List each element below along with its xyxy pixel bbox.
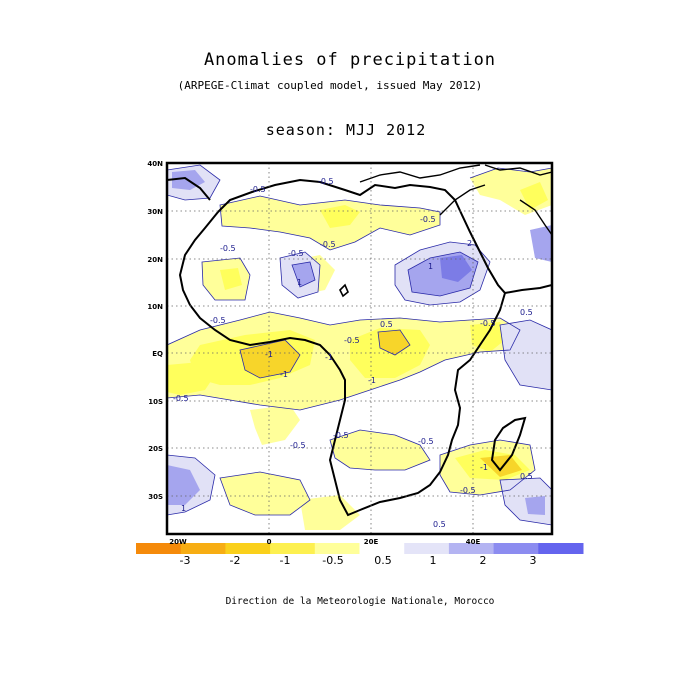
colorbar-swatch (180, 543, 226, 554)
colorbar-label: -1 (280, 554, 291, 567)
lon-label: 20W (169, 538, 187, 546)
colorbar-label: 1 (430, 554, 437, 567)
contour-label: -0.5 (420, 215, 436, 224)
lat-label: 40N (147, 160, 163, 168)
map-frame (165, 161, 554, 536)
lon-label: 20E (364, 538, 379, 546)
contour-label: -1 (325, 353, 333, 362)
graticule (167, 163, 552, 534)
colorbar-swatch (225, 543, 271, 554)
colorbar-swatch (448, 543, 495, 554)
colorbar (136, 543, 584, 554)
dry-anomaly-gulf-guinea-core (240, 340, 300, 378)
colorbar-label: 3 (530, 554, 537, 567)
lat-label: 10S (148, 398, 163, 406)
dry-anomaly-namibia (330, 430, 430, 470)
dry-anomaly-atlantic-west (167, 362, 215, 395)
latitude-labels: 40N 30N 20N 10N EQ 10S 20S 30S (147, 160, 163, 501)
contour-label: -0.5 (460, 486, 476, 495)
colorbar-label: 2 (480, 554, 487, 567)
credit-line: Direction de la Meteorologie Nationale, … (225, 596, 495, 607)
contour-label: -0.5 (250, 185, 266, 194)
dry-anomaly-east-med-inner (520, 182, 548, 210)
lat-label: 30N (147, 208, 163, 216)
lat-label: 20S (148, 445, 163, 453)
lat-label: 10N (147, 303, 163, 311)
contour-label-group: -0.5 -0.5 -0.5 -0.5 -0.5 -0.5 -0.5 1 -0.… (173, 177, 533, 529)
longitude-labels: 20W 0 20E 40E (169, 538, 480, 546)
wet-anomaly-se-ocean-inner (525, 496, 545, 515)
contour-label: 0.5 (380, 320, 393, 329)
contour-label: -0.5 (418, 437, 434, 446)
chart-title: Anomalies of precipitation (203, 50, 497, 70)
lon-label: 0 (267, 538, 272, 546)
contour-label: 1 (181, 504, 186, 513)
dry-anomaly-southern-ocean (300, 495, 360, 530)
colorbar-swatch (314, 543, 360, 554)
contour-label: -1 (480, 463, 488, 472)
chart-subtitle: (ARPEGE-Climat coupled model, issued May… (177, 79, 483, 92)
contour-label: 0.5 (520, 472, 533, 481)
contour-label: -0.5 (333, 431, 349, 440)
colorbar-labels: -3 -2 -1 -0.5 0.5 1 2 3 (180, 554, 537, 567)
colorbar-swatch (359, 543, 405, 554)
lat-label: 20N (147, 256, 163, 264)
dry-anomaly-central-core (378, 330, 410, 355)
contour-label: -0.5 (288, 249, 304, 258)
lat-label: EQ (152, 350, 163, 358)
wet-anomaly-sw-ocean-inner (167, 465, 200, 505)
dry-anomaly-south-africa-core (480, 455, 522, 477)
contour-label: -0.5 (318, 177, 334, 186)
contour-label: -1 (265, 350, 273, 359)
coastline (167, 164, 552, 517)
wet-anomaly-arabia (530, 225, 552, 262)
lat-label: 30S (148, 493, 163, 501)
contour-label: 1 (428, 262, 433, 271)
anomaly-fields (167, 163, 552, 534)
contour-label: 0.5 (520, 308, 533, 317)
colorbar-swatch (493, 543, 539, 554)
colorbar-swatch (136, 543, 182, 554)
wet-anomaly-horn (500, 320, 552, 390)
dry-anomaly-atlantic-south (250, 405, 300, 445)
colorbar-label: -3 (180, 554, 191, 567)
colorbar-label: 0.5 (374, 554, 392, 567)
colorbar-label: -2 (230, 554, 241, 567)
colorbar-swatch (404, 543, 450, 554)
contour-label: -1 (368, 376, 376, 385)
contour-label: -0.5 (210, 316, 226, 325)
contour-label: 2 (467, 239, 472, 248)
contour-label: -0.5 (320, 240, 336, 249)
dry-anomaly-west-sahara-inner (220, 268, 242, 290)
contour-label: 0.5 (433, 520, 446, 529)
dry-anomaly-ethiopia (470, 322, 505, 352)
contour-label: -0.5 (480, 319, 496, 328)
contour-label: -0.5 (290, 441, 306, 450)
colorbar-label: -0.5 (322, 554, 343, 567)
colorbar-swatch (270, 543, 316, 554)
dry-anomaly-southern-atlantic (220, 472, 310, 515)
lon-label: 40E (466, 538, 481, 546)
contour-label: -0.5 (344, 336, 360, 345)
contour-label: -0.5 (173, 394, 189, 403)
contour-label: -0.5 (220, 244, 236, 253)
season-label: season: MJJ 2012 (265, 121, 427, 139)
contour-label: -1 (280, 370, 288, 379)
wet-anomaly-sudan-core (440, 255, 472, 282)
contour-label: 1 (297, 278, 302, 287)
colorbar-swatch (538, 543, 584, 554)
